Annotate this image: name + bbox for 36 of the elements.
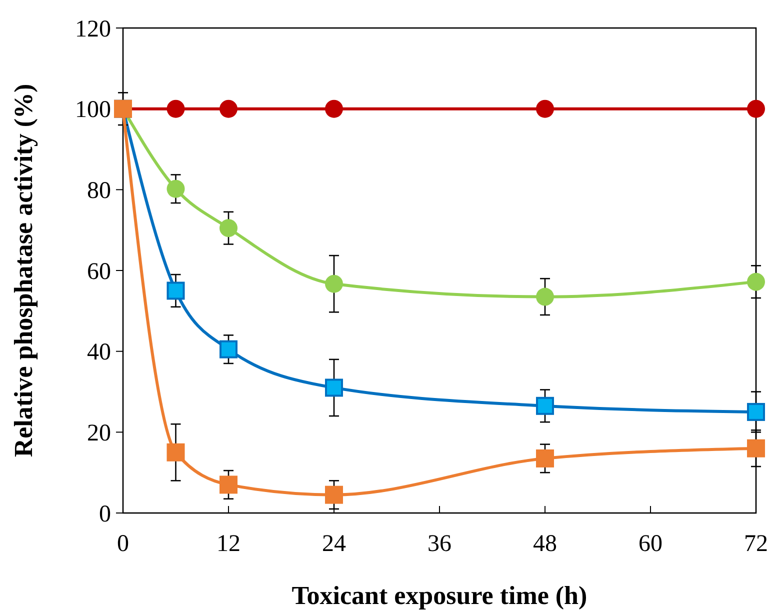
point [747,100,765,118]
y-tick-label: 60 [87,258,111,285]
point [220,476,238,494]
point [747,439,765,458]
point [325,100,343,118]
point [166,443,185,462]
point [166,100,185,118]
point [536,396,554,415]
point [166,282,185,300]
point [536,449,554,468]
x-tick-label: 48 [533,531,557,557]
point [220,100,238,118]
y-tick-label: 20 [87,420,111,447]
x-tick-label: 0 [117,531,129,557]
x-tick-label: 60 [638,531,662,557]
x-tick-label: 12 [216,531,240,557]
x-axis-title: Toxicant exposure time (h) [292,581,588,610]
x-tick-label: 72 [744,531,768,557]
point [747,402,765,421]
y-tick-label: 80 [87,178,111,204]
x-tick-label: 36 [428,531,452,557]
point [325,378,343,397]
y-tick-label: 0 [99,501,111,528]
x-tick-label: 24 [322,531,346,557]
point [536,100,554,118]
point [166,180,185,198]
point [220,340,238,358]
point [536,288,554,306]
y-tick-label: 40 [87,340,111,366]
point [220,219,238,238]
point [325,486,343,504]
y-tick-label: 120 [75,16,111,42]
point [325,274,343,293]
point [747,272,765,291]
y-axis-title: Relative phosphatase activity (%) [9,84,38,458]
y-tick-label: 100 [75,97,111,124]
